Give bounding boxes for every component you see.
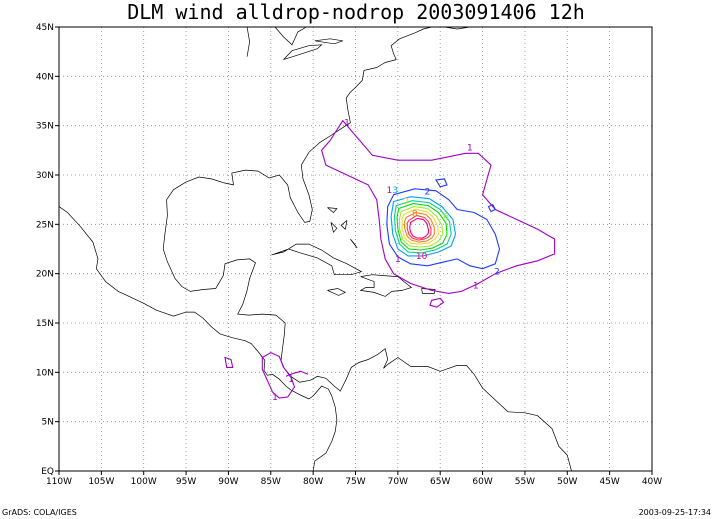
lon-tick-label: 80W [303, 477, 323, 487]
contour-line-level-1 [261, 351, 296, 399]
lat-tick-label: 35N [36, 122, 54, 132]
contour-line-level-1 [320, 119, 556, 294]
contour-line-level-6 [399, 206, 444, 248]
map-title: DLM wind alldrop-nodrop 2003091406 12h [127, 0, 585, 24]
coastline-segment [421, 288, 436, 294]
contour-line-level-4 [393, 200, 452, 254]
lon-tick-label: 105W [88, 477, 114, 487]
lon-tick-label: 110W [46, 477, 72, 487]
contour-line-level-8 [404, 211, 435, 243]
contour-label: 1 [467, 143, 473, 153]
coastline-segment [246, 26, 250, 57]
lat-tick-label: 5N [42, 418, 54, 428]
contour-label: 1 [344, 119, 350, 129]
contour-line-level-10 [409, 217, 429, 239]
lat-tick-label: 25N [36, 220, 54, 230]
coastline-segment [166, 26, 432, 223]
contour-label: 2 [425, 188, 431, 198]
lon-tick-label: 55W [515, 477, 535, 487]
grid-lines [59, 27, 652, 471]
coastlines [58, 26, 572, 472]
lon-tick-label: 45W [599, 477, 619, 487]
lon-tick-label: 95W [176, 477, 196, 487]
coastline-segment [283, 44, 323, 60]
coastline-segment [271, 243, 363, 276]
footer-timestamp: 2003-09-25-17:34 [639, 508, 711, 517]
contour-line-level-2 [487, 203, 497, 213]
contour-label: 1 [395, 255, 401, 265]
contour-line-level-2 [435, 178, 448, 188]
coastline-segment [359, 274, 413, 297]
contour-line-level-7 [401, 208, 440, 245]
coastline-segment [327, 207, 338, 213]
contour-label: 10 [416, 252, 428, 262]
contour-line-level-1 [285, 370, 309, 377]
lon-tick-label: 60W [472, 477, 492, 487]
lon-tick-label: 100W [131, 477, 157, 487]
lat-tick-label: 20N [36, 270, 54, 280]
lon-tick-label: 65W [430, 477, 450, 487]
contour-line-level-9 [406, 214, 432, 241]
lat-tick-label: 30N [36, 171, 54, 181]
contour-label: 3 [392, 186, 398, 196]
latitude-axis: EQ 5N 10N 15N 20N 25N 30N 35N 40N 45N [36, 23, 59, 477]
contour-label: 1 [387, 186, 393, 196]
contour-label: 2 [494, 268, 500, 278]
contour-label: 6 [443, 212, 449, 222]
map-frame [58, 26, 653, 472]
contour-label: 1 [272, 393, 278, 403]
coastline-segment [330, 222, 338, 233]
lon-tick-label: 90W [218, 477, 238, 487]
contour-line-level-3 [390, 196, 457, 257]
wind-difference-contours [224, 119, 556, 399]
lon-tick-label: 40W [642, 477, 662, 487]
contour-label: 8 [412, 209, 418, 219]
coastline-segment [350, 238, 358, 249]
lat-tick-label: 15N [36, 319, 54, 329]
lon-tick-label: 50W [557, 477, 577, 487]
lat-tick-label: 45N [36, 23, 54, 33]
contour-label: 1 [473, 282, 479, 292]
lat-tick-label: EQ [41, 467, 54, 477]
coastline-segment [340, 220, 348, 230]
coastline-segment [327, 288, 347, 296]
contour-line-level-1 [429, 297, 445, 308]
lat-tick-label: 10N [36, 368, 54, 378]
contour-line-level-5 [396, 203, 448, 251]
contour-line-level-2 [386, 188, 501, 270]
lon-tick-label: 70W [388, 477, 408, 487]
lat-tick-label: 40N [36, 72, 54, 82]
lon-tick-label: 75W [345, 477, 365, 487]
contour-label: 1 [288, 375, 294, 385]
contour-line-level-1 [224, 356, 234, 368]
coastline-segment [314, 38, 343, 45]
coastline-segment [58, 206, 338, 472]
coastline-segment [274, 26, 307, 46]
longitude-axis: 110W 105W 100W 95W 90W 85W 80W 75W 70W 65W 60W 55W 5… [46, 471, 662, 487]
contour-label: 7 [403, 198, 409, 208]
coastline-segment [162, 215, 572, 472]
lon-tick-label: 85W [261, 477, 281, 487]
footer-credit: GrADS: COLA/IGES [2, 508, 77, 517]
